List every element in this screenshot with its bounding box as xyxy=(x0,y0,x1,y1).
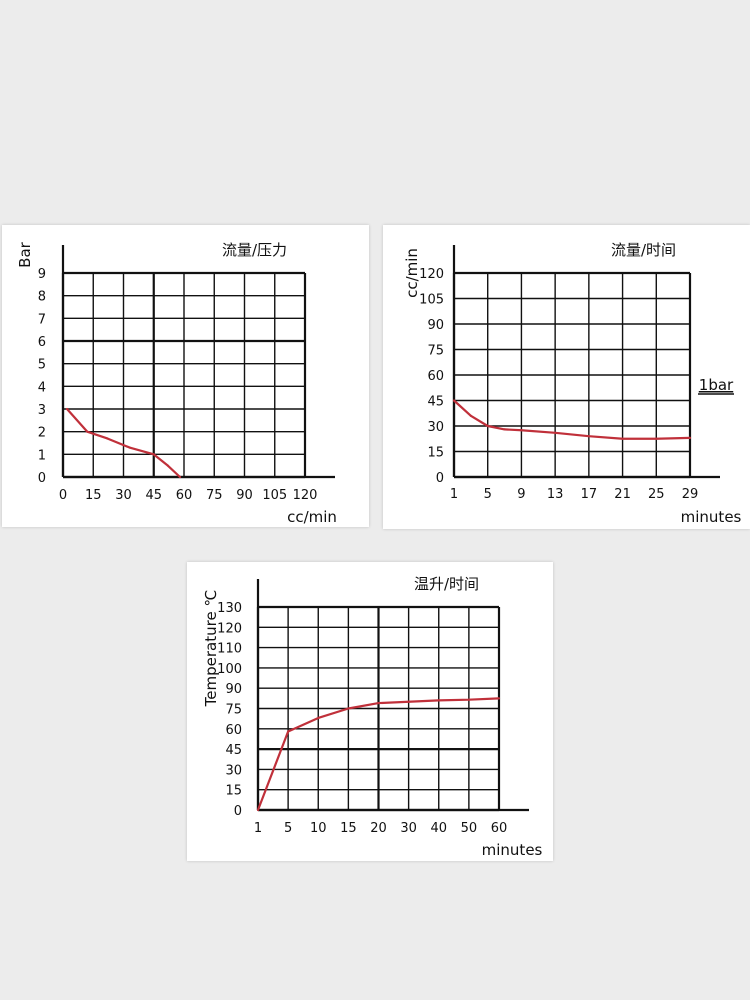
y-tick-label: 1 xyxy=(38,448,46,463)
x-tick-label: 45 xyxy=(145,488,162,503)
temperature-time-chart: 1 5 10 15 20 30 40 50 60015304560759010011012013… xyxy=(202,575,543,859)
data-point xyxy=(452,399,456,402)
y-tick-label: 100 xyxy=(217,662,242,677)
x-tick-label: 9 xyxy=(517,487,525,502)
x-tick-label: 25 xyxy=(648,487,665,502)
flow-pressure-chart: 0 15 30 45 60 75 90 105 1200123456789流量/压力cc/min… xyxy=(16,241,337,526)
x-tick-label: 90 xyxy=(236,488,253,503)
x-tick-label: 30 xyxy=(115,488,132,503)
y-tick-label: 0 xyxy=(234,804,242,819)
y-tick-label: 60 xyxy=(225,723,242,738)
data-point xyxy=(437,699,440,702)
x-tick-label: 21 xyxy=(614,487,631,502)
x-tick-label: 5 xyxy=(484,487,492,502)
y-axis-label: cc/min xyxy=(403,248,421,298)
x-tick-label: 40 xyxy=(430,821,447,836)
flow-time-chart: 1 5 9 13 17 21 25 290153045607590105120流量/时间min… xyxy=(403,241,742,526)
x-tick-label: 50 xyxy=(461,821,478,836)
x-tick-label: 105 xyxy=(262,488,287,503)
chart-title: 温升/时间 xyxy=(414,575,479,593)
x-tick-label: 60 xyxy=(491,821,508,836)
y-tick-label: 4 xyxy=(38,380,46,395)
data-point xyxy=(497,697,501,700)
data-point xyxy=(152,453,155,456)
x-tick-label: 60 xyxy=(176,488,193,503)
y-tick-label: 8 xyxy=(38,290,46,305)
x-tick-label: 10 xyxy=(310,821,327,836)
y-tick-label: 30 xyxy=(427,420,444,435)
x-tick-label: 75 xyxy=(206,488,223,503)
data-series-line xyxy=(453,399,691,440)
data-point xyxy=(287,730,290,733)
x-axis-label: minutes xyxy=(482,841,543,859)
data-point xyxy=(256,808,260,812)
data-point xyxy=(688,436,692,439)
y-tick-label: 90 xyxy=(427,318,444,333)
x-tick-label: 1 xyxy=(450,487,458,502)
annotation-label: 1bar xyxy=(699,376,734,394)
y-tick-label: 6 xyxy=(38,335,46,350)
data-point xyxy=(317,716,320,720)
x-tick-label: 0 xyxy=(59,488,67,503)
temperature-time-card: 1 5 10 15 20 30 40 50 60 0 15 30 45 60 75 90 100 110 120 13… xyxy=(187,562,553,861)
y-tick-label: 110 xyxy=(217,642,242,657)
y-tick-label: 75 xyxy=(225,703,242,718)
x-tick-label: 13 xyxy=(547,487,564,502)
x-tick-label: 1 xyxy=(254,821,262,836)
y-tick-label: 15 xyxy=(427,446,444,461)
y-tick-label: 5 xyxy=(38,358,46,373)
y-tick-label: 2 xyxy=(38,426,46,441)
flow-pressure-card: 0 15 30 45 60 75 90 105 120 0 1 2 3 4 5 6 7 8 9 流量/压力 cc/min… xyxy=(2,225,369,527)
x-tick-label: 120 xyxy=(293,488,318,503)
data-point xyxy=(554,431,557,434)
y-tick-label: 0 xyxy=(436,471,444,486)
y-tick-label: 60 xyxy=(427,369,444,384)
y-tick-label: 120 xyxy=(217,621,242,636)
flow-time-card: 1 5 9 13 17 21 25 29 0 15 30 45 60 75 90 105 120 流量/时间 min… xyxy=(383,225,750,529)
data-point xyxy=(469,414,472,417)
y-tick-label: 45 xyxy=(427,395,444,410)
data-point xyxy=(347,707,350,710)
data-point xyxy=(520,429,523,432)
data-point xyxy=(178,475,182,479)
x-axis-label: cc/min xyxy=(287,508,337,526)
y-tick-label: 9 xyxy=(38,267,46,282)
y-tick-label: 30 xyxy=(225,763,242,778)
y-tick-label: 75 xyxy=(427,344,444,359)
y-axis-label: Temperature ℃ xyxy=(202,590,220,708)
x-tick-label: 29 xyxy=(682,487,699,502)
y-tick-label: 0 xyxy=(38,471,46,486)
data-point xyxy=(166,464,169,467)
data-point xyxy=(128,446,131,449)
data-point xyxy=(587,435,590,438)
x-tick-label: 15 xyxy=(85,488,102,503)
x-axis-label: minutes xyxy=(681,508,742,526)
data-point xyxy=(503,428,506,431)
x-tick-label: 17 xyxy=(581,487,598,502)
y-tick-label: 45 xyxy=(225,743,242,758)
data-point xyxy=(86,430,89,433)
y-axis-label: Bar xyxy=(16,241,34,267)
data-point xyxy=(486,424,489,428)
y-tick-label: 105 xyxy=(419,293,444,308)
y-tick-label: 120 xyxy=(419,267,444,282)
y-tick-label: 15 xyxy=(225,784,242,799)
y-tick-label: 90 xyxy=(225,682,242,697)
y-tick-label: 130 xyxy=(217,601,242,616)
y-tick-label: 3 xyxy=(38,403,46,418)
data-point xyxy=(621,437,624,440)
y-tick-label: 7 xyxy=(38,312,46,327)
data-point xyxy=(106,437,109,440)
x-tick-label: 30 xyxy=(400,821,417,836)
data-point xyxy=(65,407,69,411)
data-point xyxy=(407,700,410,703)
chart-title: 流量/时间 xyxy=(611,241,676,259)
x-tick-label: 5 xyxy=(284,821,292,836)
data-point xyxy=(377,701,380,705)
chart-title: 流量/压力 xyxy=(222,241,287,259)
x-tick-label: 20 xyxy=(370,821,387,836)
data-point xyxy=(467,698,470,701)
x-tick-label: 15 xyxy=(340,821,357,836)
data-point xyxy=(655,437,658,440)
